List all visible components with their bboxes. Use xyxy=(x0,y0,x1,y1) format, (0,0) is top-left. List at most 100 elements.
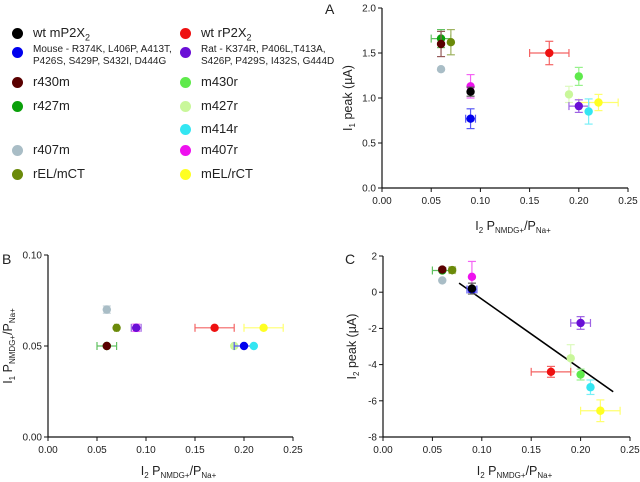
x-axis-title: I2 PNMDG+/PNa+ xyxy=(477,464,553,480)
x-tick-label: 0.05 xyxy=(87,445,107,456)
legend-item-r430m: r430m xyxy=(12,74,70,90)
data-point-mel-rct xyxy=(579,399,621,423)
y-tick-label: -6 xyxy=(368,396,377,407)
x-tick-label: 0.15 xyxy=(520,196,540,207)
marker xyxy=(545,48,554,58)
legend-marker xyxy=(12,77,23,88)
marker xyxy=(576,318,585,328)
y-tick-label: 0.00 xyxy=(23,433,43,444)
marker xyxy=(594,98,603,107)
y-tick-label: -2 xyxy=(368,324,377,335)
data-point-wt-r xyxy=(528,40,570,66)
legend-item-rat-mut: Rat - K374R, P406L,T413A, S426P, P429S, … xyxy=(180,44,351,68)
legend-item-mel-rct: mEL/rCT xyxy=(180,166,253,182)
data-point-mel-rct xyxy=(578,93,619,112)
legend-label: Mouse - R374K, L406P, A413T, P426S, S429… xyxy=(33,44,172,67)
chart-panel-c: C 0.00 0.05 0.10 0.15 0.20 0.25 -8 -6 -4 -2 0 2 I2 PN… xyxy=(345,251,640,480)
legend-marker xyxy=(12,47,23,58)
x-tick-label: 0.00 xyxy=(373,445,393,456)
legend-item-mouse-mut: Mouse - R374K, L406P, A413T, P426S, S429… xyxy=(12,44,183,68)
legend-item-m430r: m430r xyxy=(180,74,238,90)
marker xyxy=(436,65,446,74)
y-tick-label: -8 xyxy=(368,433,377,444)
legend-label: rEL/mCT xyxy=(33,166,85,181)
legend-label: r430m xyxy=(33,74,70,89)
marker xyxy=(576,370,585,379)
legend-marker xyxy=(180,169,191,180)
legend-label: r407m xyxy=(33,142,70,157)
legend-label: mEL/rCT xyxy=(201,166,253,181)
data-point-r407m xyxy=(438,276,447,285)
data-point-wt-m xyxy=(466,86,475,97)
data-point-m427r xyxy=(566,344,575,373)
legend-marker xyxy=(12,169,23,180)
data-point-rel-mct xyxy=(447,265,457,275)
marker xyxy=(259,323,268,332)
x-tick-label: 0.20 xyxy=(569,196,589,207)
marker xyxy=(132,323,141,332)
legend-label: r427m xyxy=(33,98,70,113)
marker xyxy=(596,406,605,415)
marker xyxy=(239,341,249,351)
chart-panel-b: B 0.00 0.05 0.10 0.15 0.20 0.25 0.00 0.05 0.10 I2 … xyxy=(1,251,303,481)
x-tick-label: 0.00 xyxy=(372,196,392,207)
regression-line xyxy=(458,282,614,393)
x-tick-label: 0.20 xyxy=(571,445,591,456)
legend-label: m414r xyxy=(201,121,238,136)
y-tick-label: 2 xyxy=(371,252,377,263)
legend-marker xyxy=(180,77,191,88)
x-tick-label: 0.25 xyxy=(618,196,638,207)
marker xyxy=(586,383,595,392)
y-tick-label: 1.0 xyxy=(362,94,376,105)
marker xyxy=(102,305,112,314)
data-point-mouse-mut xyxy=(465,108,477,130)
legend-marker xyxy=(12,145,23,156)
y-axis-title: I2 peak (µA) xyxy=(345,314,361,380)
data-point-m430r xyxy=(576,368,585,381)
legend-label: m407r xyxy=(201,142,238,157)
legend-marker xyxy=(180,28,191,39)
y-axis-title: I1 PNMDG+/PNa+ xyxy=(1,308,17,384)
data-point-mel-rct xyxy=(243,323,284,332)
marker xyxy=(447,265,457,275)
marker xyxy=(564,90,574,99)
legend-item-m427r: m427r xyxy=(180,98,238,114)
marker xyxy=(112,323,121,332)
data-point-rat-mut xyxy=(570,316,592,330)
marker xyxy=(466,87,475,96)
marker xyxy=(574,101,583,111)
y-tick-label: 0.0 xyxy=(362,184,376,195)
legend-label: m430r xyxy=(201,74,238,89)
panel-label: B xyxy=(2,251,11,267)
legend-label: wt rP2X2 xyxy=(201,25,252,43)
legend-item-m414r: m414r xyxy=(180,121,238,137)
y-tick-label: 1.5 xyxy=(362,49,376,60)
x-axis-title: I2 PNMDG+/PNa+ xyxy=(141,464,217,480)
marker xyxy=(566,354,575,363)
x-tick-label: 0.10 xyxy=(471,196,491,207)
marker xyxy=(210,323,219,332)
data-point-m414r xyxy=(586,379,595,396)
data-point-rat-mut xyxy=(130,323,142,332)
marker xyxy=(546,367,556,377)
x-tick-label: 0.15 xyxy=(521,445,541,456)
marker xyxy=(467,284,477,293)
panel-label: C xyxy=(345,251,355,267)
y-tick-label: -4 xyxy=(368,360,377,371)
marker xyxy=(467,272,477,282)
data-point-wt-r xyxy=(194,323,235,332)
data-point-m414r xyxy=(584,98,593,125)
legend-marker xyxy=(180,145,191,156)
data-point-rel-mct xyxy=(112,323,121,332)
legend: wt mP2X2 Mouse - R374K, L406P, A413T, P42… xyxy=(0,0,334,200)
data-point-wt-m xyxy=(467,282,477,295)
marker xyxy=(584,107,593,116)
chart-panel-a: A 0.00 0.05 0.10 0.15 0.20 0.25 0.0 0.5 1.0 1.5 2.0… xyxy=(325,1,638,235)
legend-item-r407m: r407m xyxy=(12,142,70,158)
marker xyxy=(102,341,112,351)
y-tick-label: 0.5 xyxy=(362,139,376,150)
x-tick-label: 0.25 xyxy=(620,445,640,456)
marker xyxy=(436,39,446,49)
legend-marker xyxy=(180,101,191,112)
